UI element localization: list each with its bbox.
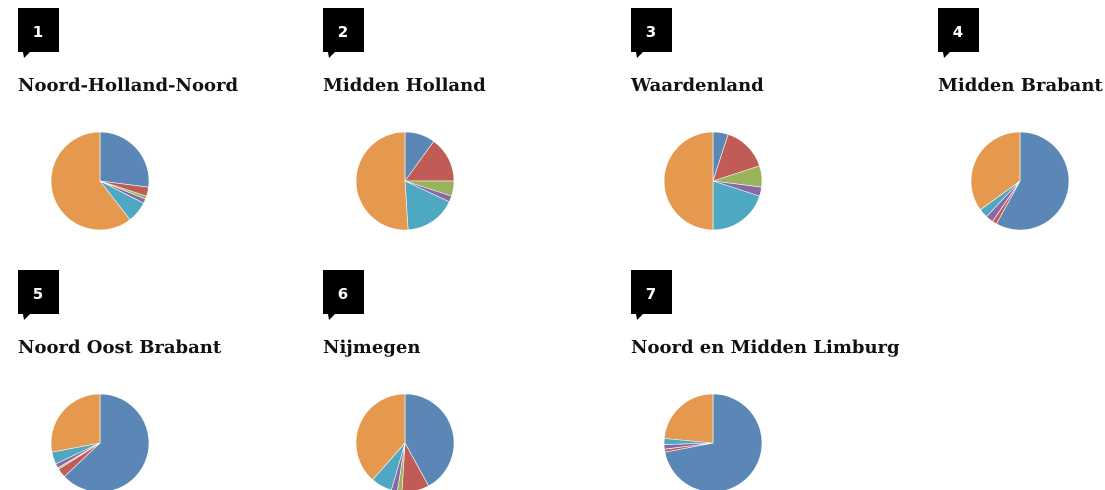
badge-number: 2 [338, 23, 348, 41]
badge-number: 6 [338, 285, 348, 303]
chart-title: Waardenland [630, 75, 764, 96]
pie-slice [663, 131, 714, 231]
badge-number: 4 [953, 23, 963, 41]
pie-slice [99, 131, 150, 188]
pie-slice [391, 442, 406, 490]
pie-slice [970, 131, 1021, 211]
badge-number: 7 [646, 285, 656, 303]
pie-slice [664, 393, 763, 490]
badge [18, 8, 59, 58]
chart-title: Midden Holland [323, 75, 486, 96]
badge-number: 5 [33, 285, 43, 303]
badge [631, 8, 672, 58]
pie-slice [663, 393, 714, 444]
badge-number: 3 [646, 23, 656, 41]
badge [631, 270, 672, 320]
chart-title: Noord-Holland-Noord [18, 75, 238, 96]
pie-slice [404, 393, 455, 487]
badge-number: 1 [33, 23, 43, 41]
pie-slice [355, 131, 409, 231]
chart-title: Noord Oost Brabant [18, 337, 222, 358]
badge [323, 8, 364, 58]
chart-title: Nijmegen [323, 337, 420, 358]
pie-slice [401, 441, 430, 490]
chart-title: Midden Brabant [938, 75, 1103, 96]
pie-slice [50, 393, 101, 453]
badge [938, 8, 979, 58]
pie-slice [712, 180, 760, 231]
badge [18, 270, 59, 320]
pie-slice [355, 393, 406, 481]
chart-title: Noord en Midden Limburg [631, 337, 900, 358]
pie-slice [404, 180, 450, 231]
pie-slice [50, 131, 131, 231]
badge [323, 270, 364, 320]
pie-slice [995, 131, 1070, 231]
